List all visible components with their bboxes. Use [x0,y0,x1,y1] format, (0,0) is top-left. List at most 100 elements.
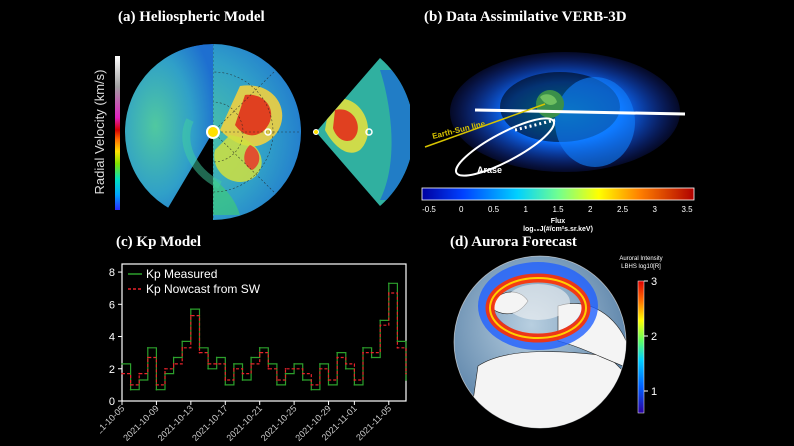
kp-nowcast-point [327,379,330,381]
aurora-forecast-panel: Auroral Intensity LBHS log10[R] 3 2 1 [453,255,663,429]
kp-nowcast-point [301,372,304,375]
colorbar-label: Radial Velocity (km/s) [92,70,107,195]
kp-nowcast-point [147,356,149,359]
kp-measured-point [284,372,287,375]
kp-y-tick-label: 8 [109,267,115,279]
kp-nowcast-point [293,367,295,370]
flux-tick-label: 0.5 [488,205,500,214]
kp-measured-point [181,340,184,343]
kp-measured-point [224,384,227,386]
kp-measured-point [301,379,304,381]
kp-nowcast-point [215,363,218,365]
flux-tick-label: 1.5 [552,205,564,214]
flux-tick-label: 2 [588,205,593,214]
flux-tick-label: 3.5 [681,205,693,214]
kp-measured-point [129,388,132,391]
kp-nowcast-point [267,367,270,370]
kp-x-tick-label: 2021-11-05 [354,403,393,442]
kp-x-tick-label: 2021-10-17 [190,403,230,443]
panel-d-title: (d) Aurora Forecast [450,234,577,250]
kp-measured-point [319,363,321,365]
kp-chart: 0 2 4 6 8 2021-10-052021-10-092021-10-132021… [100,263,407,443]
kp-nowcast-point [276,379,278,381]
arase-label: Arase [477,165,502,175]
kp-measured-point [155,388,158,391]
kp-measured-point [276,384,278,386]
sun-marker [206,125,220,139]
flux-units: log₁₀J(#/cm²s.sr.keV) [523,226,593,233]
kp-measured-point [327,384,330,386]
kp-nowcast-line [122,292,407,386]
aurora-colorbar-title-2: LBHS log10[R] [621,264,661,270]
kp-nowcast-point [284,367,287,370]
panel-b-title: (b) Data Assimilative VERB-3D [424,9,627,25]
kp-y-ticks: 0 2 4 6 8 [109,267,122,408]
kp-measured-point [370,356,373,359]
kp-measured-point [353,384,356,386]
kp-x-ticks: 2021-10-052021-10-092021-10-132021-10-17… [100,401,393,443]
kp-measured-point [190,308,192,310]
kp-nowcast-point [319,367,321,370]
kp-nowcast-point [121,372,123,375]
kp-measured-point [241,379,244,381]
kp-measured-point [121,363,123,365]
kp-nowcast-point [344,363,347,365]
kp-measured-point [310,388,313,391]
kp-measured-point [258,347,261,349]
arase-orbit [454,117,556,177]
kp-measured-point [336,351,338,354]
kp-nowcast-point [353,379,356,381]
flux-colorbar-ticks: -0.5 0 0.5 1 1.5 2 2.5 3 3.5 [422,205,693,214]
flux-tick-label: 0 [459,205,464,214]
aurora-colorbar [637,280,645,414]
kp-series [121,282,407,391]
kp-measured-line [122,282,407,391]
kp-x-tick-label: 2021-10-25 [259,403,299,443]
panel-a-title: (a) Heliospheric Model [118,9,265,25]
kp-nowcast-point [387,292,390,294]
flux-colorbar [421,187,695,201]
flux-tick-label: 1 [524,205,529,214]
kp-y-tick-label: 0 [109,396,115,408]
heliospheric-model-panel: Radial Velocity (km/s) 200015001000500 [92,40,410,230]
kp-nowcast-point [164,367,166,370]
kp-nowcast-point [241,372,244,375]
kp-measured-point [344,367,347,370]
kp-nowcast-point [138,372,141,375]
kp-nowcast-point [207,363,209,365]
flux-tick-label: 3 [653,205,658,214]
kp-y-tick-label: 2 [109,364,115,376]
kp-y-tick-label: 6 [109,299,115,311]
aurora-tick-label: 1 [651,386,657,398]
legend-nowcast: Kp Nowcast from SW [146,282,261,296]
kp-measured-point [405,379,407,381]
kp-measured-point [379,319,381,322]
aurora-tick-label: 3 [651,276,657,288]
kp-nowcast-point [405,372,407,375]
kp-nowcast-point [224,379,227,381]
kp-measured-point [293,363,295,365]
flux-tick-label: -0.5 [422,205,436,214]
kp-measured-point [387,282,390,285]
kp-x-tick-label: 2021-10-21 [224,403,264,443]
kp-x-tick-label: 2021-10-09 [121,403,161,443]
kp-nowcast-point [172,363,175,365]
kp-nowcast-point [258,351,261,354]
legend-measured: Kp Measured [146,267,217,281]
kp-measured-point [215,356,218,359]
kp-nowcast-point [233,367,235,370]
kp-measured-series [121,282,407,391]
earth-sun-line [424,103,546,148]
orbit-plane-line [474,108,686,116]
aurora-colorbar-ticks: 3 2 1 [644,276,657,398]
kp-nowcast-point [198,351,201,354]
flux-tick-label: 2.5 [617,205,629,214]
kp-legend: Kp Measured Kp Nowcast from SW [128,267,261,296]
kp-nowcast-point [370,351,373,354]
verb-3d-panel: Earth-Sun line Arase -0.5 0 0.5 1 1.5 2 2.5 3 3.… [421,52,695,233]
velocity-colorbar [115,56,123,210]
aurora-colorbar-title-1: Auroral Intensity [619,256,662,262]
kp-nowcast-point [155,384,158,386]
kp-measured-point [233,363,235,365]
kp-measured-point [267,363,270,365]
